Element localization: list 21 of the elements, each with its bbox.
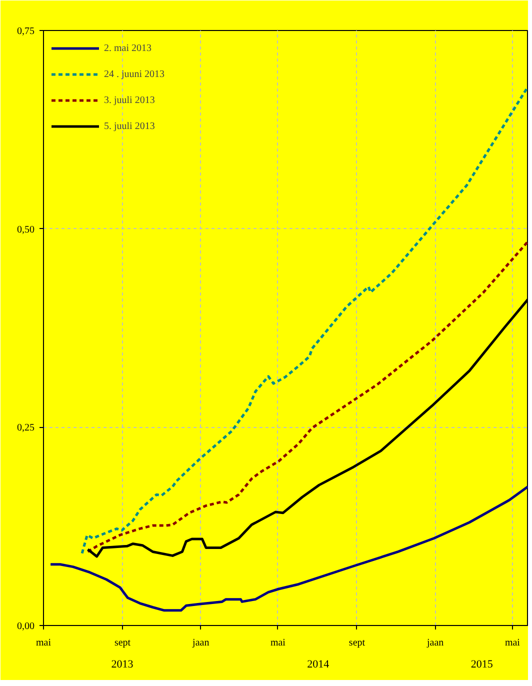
y-tick-label: 0,25: [17, 422, 34, 434]
x-tick-label: sept: [114, 638, 131, 648]
y-tick-label: 0,50: [17, 224, 34, 236]
text: 2014: [307, 658, 330, 670]
y-tick-label: 0,75: [17, 26, 34, 37]
y-tick-label: 0,00: [17, 621, 34, 632]
line-series: [80, 86, 528, 555]
x-tick-label: jaan: [426, 638, 444, 648]
x-tick-label: mai: [270, 638, 286, 648]
x-tick-label: mai: [36, 638, 52, 648]
line-series: [86, 240, 528, 553]
legend-label: 5. juuli 2013: [104, 120, 155, 132]
legend-label: 2. mai 2013: [104, 42, 152, 54]
x-tick-label: jaan: [192, 638, 210, 648]
legend-label: 3. juuli 2013: [104, 94, 155, 106]
x-tick-label: mai: [504, 638, 520, 648]
line-series: [49, 485, 528, 612]
x-tick-label: sept: [348, 638, 366, 648]
text: 2015: [470, 658, 494, 670]
text: 2013: [111, 658, 134, 670]
legend-label: 24 . juuni 2013: [104, 68, 165, 80]
